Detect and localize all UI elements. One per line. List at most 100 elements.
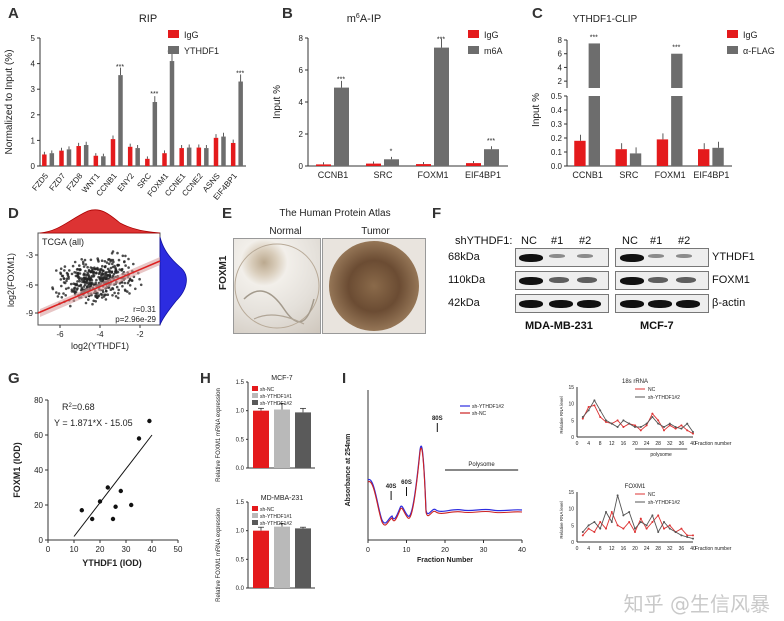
bar [196, 147, 202, 166]
legend-label: YTHDF1 [184, 46, 219, 56]
series-point [663, 527, 665, 530]
series-point [674, 427, 677, 430]
scatter-point [64, 287, 68, 291]
series-point [680, 424, 683, 427]
lane-label: NC [521, 235, 537, 247]
scatter-point [62, 292, 65, 295]
x-tick-label: -6 [56, 330, 64, 339]
scatter-point [87, 298, 90, 301]
mdmba231-bar-chart: MD-MBA-231 0.0 0.5 1.0 1.5 sh-NCsh-YTHDF1#1sh… [216, 495, 315, 602]
foxm1-line-chart: FOXM1 0 4 8 12 16 20 24 28 32 36 40 0 5 10 15 NC sh-YTHDF… [559, 484, 732, 552]
series-point [674, 531, 677, 533]
tcga-label: TCGA (all) [42, 237, 84, 247]
y-tick-label: 20 [34, 501, 43, 510]
scatter-point [100, 273, 103, 276]
scatter-point [83, 280, 87, 284]
scatter-point [123, 281, 127, 285]
rrna18s-line-chart: 18s rRNA 0 4 8 12 16 20 24 28 32 36 40 0 5 10 15 NC sh-YT… [559, 379, 732, 458]
series-point [651, 514, 654, 517]
scatter-point [111, 287, 115, 291]
series-point [610, 521, 613, 523]
bar [656, 139, 669, 166]
wb-header: shYTHDF1: [455, 235, 513, 247]
series-point [692, 537, 694, 540]
panel-letter-h: H [200, 370, 211, 387]
bar [230, 142, 236, 166]
series-point [628, 511, 631, 513]
scatter-point [139, 283, 143, 287]
scatter-point [59, 267, 63, 270]
x-tick-label: 20 [96, 545, 105, 554]
legend-label: sh-NC [472, 411, 487, 417]
legend-swatch [168, 30, 179, 38]
scatter-point [110, 271, 113, 274]
x-tick-label: ENY2 [116, 171, 137, 193]
y-tick-label: 15 [568, 385, 574, 391]
scatter-point [80, 277, 83, 280]
significance-label: *** [337, 77, 345, 84]
scatter-point [100, 296, 104, 299]
series-point [692, 534, 694, 537]
x-tick-label: FZD5 [30, 171, 50, 193]
scatter-point [121, 254, 125, 258]
scatter-point [111, 294, 114, 297]
scatter-point [116, 296, 120, 300]
panel-letter-b: B [282, 5, 293, 22]
polysome-profile-chart: 0 10 20 30 40 Absorbance at 254nm Fraction Num… [345, 390, 526, 564]
scatter-point [109, 266, 113, 270]
panel-letter-g: G [8, 370, 20, 387]
scatter-point [71, 264, 75, 268]
normal-label: Normal [269, 226, 302, 237]
scatter-point [78, 278, 81, 281]
blot-band [549, 300, 573, 308]
x-tick-label: -4 [96, 330, 104, 339]
scatter-point [108, 274, 112, 277]
series-point [616, 524, 619, 527]
series-point [599, 527, 602, 530]
scatter-point [104, 276, 108, 280]
scatter-point [113, 291, 116, 295]
bar [295, 412, 311, 468]
y-axis-label: Relative RNA level [559, 396, 564, 433]
ythdf1-clip-bar-chart: YTHDF1-CLIP 0.0 0.1 0.2 0.3 0.4 0.5 2 4 6 8 *** CCNB… [531, 14, 775, 180]
series-point [639, 517, 642, 520]
scatter-point [56, 295, 60, 298]
series-point [657, 531, 660, 533]
bar-upper [588, 43, 600, 88]
legend-label: m6A [484, 46, 503, 56]
series-point [645, 524, 648, 527]
series-point [587, 527, 590, 530]
scatter-point [147, 418, 152, 424]
scatter-point [126, 290, 129, 293]
series-point [599, 521, 602, 523]
bar [238, 81, 243, 166]
blot-band [676, 254, 692, 258]
legend-swatch [168, 46, 179, 54]
scatter-point [86, 265, 89, 269]
y-tick-label: 8 [299, 34, 304, 43]
blot-band [648, 300, 672, 308]
x-tick-label: FOXM1 [417, 170, 448, 180]
series-point [651, 412, 654, 415]
scatter-point [91, 302, 94, 306]
series-point [663, 429, 665, 432]
ihc-tumor-image [322, 238, 426, 334]
fit-equation: Y = 1.871*X - 15.05 [54, 418, 133, 428]
y-tick-label: 0.0 [551, 162, 563, 171]
bar [712, 147, 724, 166]
x-tick-label: CCNB1 [318, 170, 349, 180]
x-tick-label: -2 [136, 330, 144, 339]
scatter-point [127, 266, 130, 269]
scatter-point [69, 282, 73, 286]
scatter-point [63, 265, 67, 268]
x-tick-label: 20 [632, 441, 638, 447]
x-tick-label: 40 [518, 547, 526, 554]
series-point [622, 426, 625, 428]
bar [179, 148, 184, 166]
series-point [634, 527, 636, 530]
y-tick-label: 0.2 [551, 134, 563, 143]
significance-label: *** [116, 64, 124, 71]
y-tick-label: 4 [558, 63, 563, 72]
scatter-point [57, 292, 61, 295]
significance-label: *** [590, 34, 598, 41]
